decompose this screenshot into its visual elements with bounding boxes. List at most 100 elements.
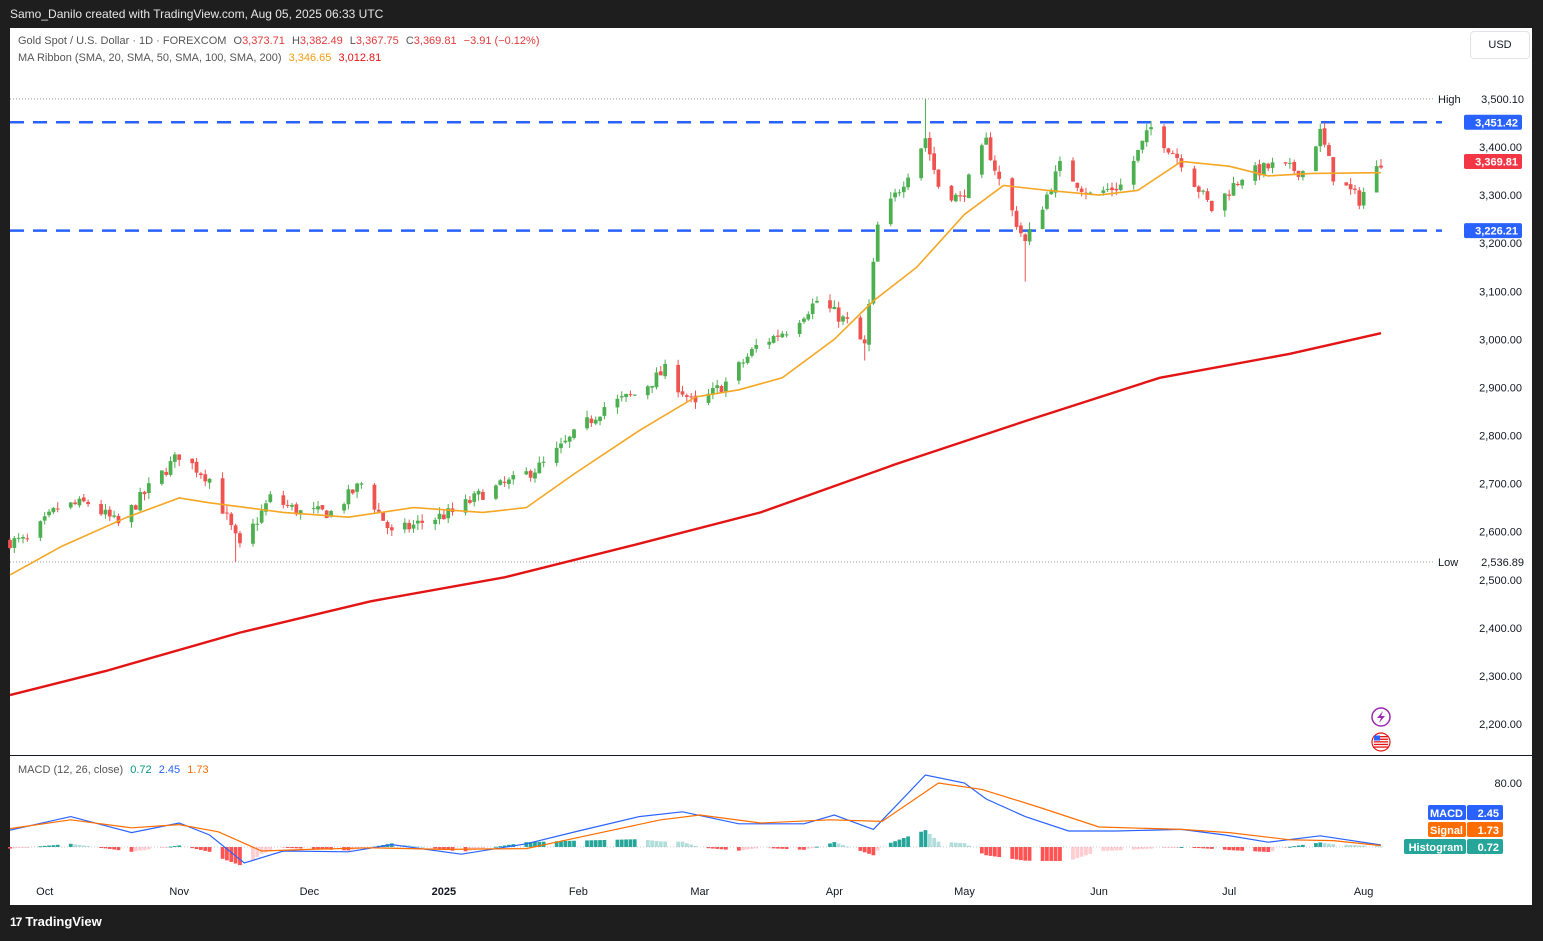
candle-body[interactable] [324,510,329,519]
candle-body[interactable] [290,504,294,507]
candle-body[interactable] [680,391,685,395]
candle-body[interactable] [767,341,772,345]
candle-body[interactable] [350,489,355,494]
candle-body[interactable] [554,447,559,463]
candle-body[interactable] [745,356,750,363]
candle-body[interactable] [1088,192,1093,194]
ma-ribbon-legend[interactable]: MA Ribbon (SMA, 20, SMA, 50, SMA, 100, S… [18,52,381,64]
candle-body[interactable] [1040,209,1045,230]
candle-body[interactable] [997,171,1002,179]
candle-body[interactable] [251,523,255,544]
candle-body[interactable] [836,307,841,322]
level-upper-tag-bg[interactable] [1464,114,1522,130]
candle-body[interactable] [116,515,121,524]
candle-body[interactable] [541,461,546,463]
candle-body[interactable] [706,393,711,403]
candle-body[interactable] [589,418,594,424]
candle-body[interactable] [138,492,143,511]
candle-body[interactable] [958,195,963,197]
candle-body[interactable] [320,505,325,510]
candle-body[interactable] [615,398,620,408]
candle-body[interactable] [1357,190,1362,206]
candle-body[interactable] [446,508,451,519]
candle-body[interactable] [784,334,789,336]
candle-body[interactable] [1231,183,1236,196]
candle-body[interactable] [86,501,90,505]
candle-body[interactable] [511,475,516,480]
candle-body[interactable] [385,521,390,529]
candle-body[interactable] [663,363,668,377]
candle-body[interactable] [1240,179,1245,186]
candle-body[interactable] [563,440,568,443]
candle-body[interactable] [1288,162,1292,164]
candle-body[interactable] [502,481,507,483]
candle-body[interactable] [802,318,806,322]
candle-body[interactable] [316,506,320,510]
candle-body[interactable] [741,362,746,364]
candle-body[interactable] [1105,188,1110,190]
candle-body[interactable] [481,491,485,500]
candle-body[interactable] [524,471,529,475]
candle-body[interactable] [238,533,242,544]
candle-body[interactable] [1318,128,1323,147]
candle-body[interactable] [112,515,116,517]
candle-body[interactable] [1227,194,1232,196]
candle-body[interactable] [962,195,967,197]
candle-body[interactable] [99,503,103,515]
candle-body[interactable] [229,513,234,526]
candle-body[interactable] [1266,163,1271,169]
candle-body[interactable] [77,498,82,506]
candle-body[interactable] [815,300,819,303]
candle-body[interactable] [832,306,837,310]
candle-body[interactable] [355,483,359,492]
candle-body[interactable] [12,538,17,548]
candle-body[interactable] [537,462,542,474]
candle-body[interactable] [1222,193,1227,211]
candle-body[interactable] [1019,225,1023,234]
candle-body[interactable] [1353,188,1357,190]
candle-body[interactable] [233,525,238,534]
candle-body[interactable] [806,314,811,320]
candle-body[interactable] [55,508,60,510]
candle-body[interactable] [389,527,394,531]
candle-body[interactable] [953,194,958,202]
candle-body[interactable] [676,364,681,393]
candle-body[interactable] [1053,171,1058,193]
candle-body[interactable] [572,429,576,438]
candle-body[interactable] [255,523,260,525]
candle-body[interactable] [715,385,720,389]
candle-body[interactable] [528,470,533,478]
candle-body[interactable] [81,497,86,502]
candle-body[interactable] [979,145,984,175]
candle-body[interactable] [8,540,12,549]
candle-body[interactable] [177,454,182,460]
candle-body[interactable] [593,419,598,424]
candle-body[interactable] [225,512,229,514]
candle-body[interactable] [472,493,477,502]
candle-body[interactable] [871,261,876,304]
candle-body[interactable] [828,300,832,309]
candle-body[interactable] [949,185,954,201]
candle-body[interactable] [585,417,589,429]
candle-body[interactable] [372,484,377,510]
candle-body[interactable] [1014,210,1019,227]
candle-body[interactable] [888,198,893,225]
candle-body[interactable] [103,509,108,515]
candle-body[interactable] [1344,182,1349,186]
sma-200-line[interactable] [9,332,1382,697]
candle-body[interactable] [984,137,989,145]
candle-body[interactable] [433,519,438,525]
candle-body[interactable] [658,371,663,376]
candle-body[interactable] [1292,162,1297,171]
candle-body[interactable] [1257,164,1262,176]
candle-body[interactable] [203,474,208,482]
candle-body[interactable] [51,507,56,513]
candle-body[interactable] [199,473,203,476]
tradingview-logo[interactable]: 17 TradingView [10,914,102,929]
candle-body[interactable] [1314,146,1318,172]
candle-body[interactable] [1327,145,1331,156]
last-price-tag-bg[interactable] [1464,154,1522,170]
candle-body[interactable] [168,461,173,475]
candle-body[interactable] [1205,191,1210,200]
candle-body[interactable] [268,494,273,502]
